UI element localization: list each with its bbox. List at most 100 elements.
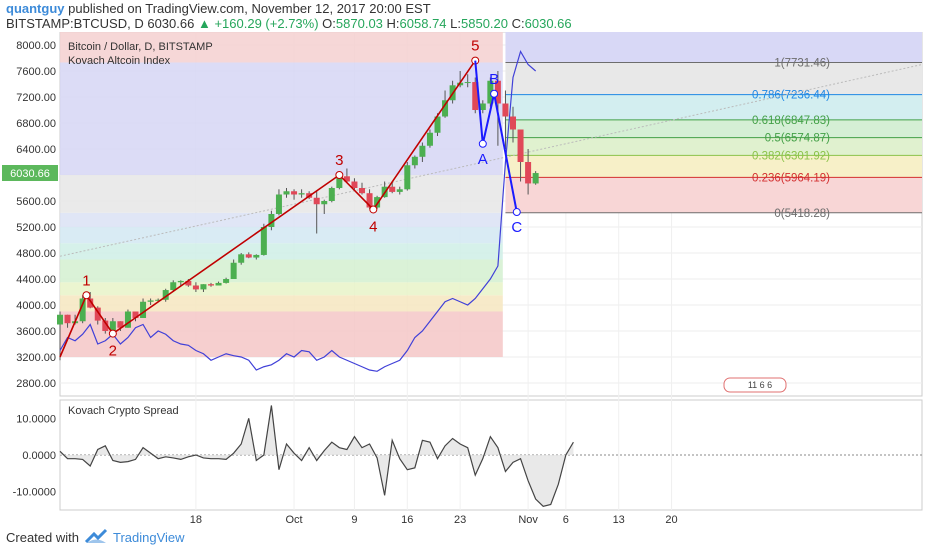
last-price: 6030.66 bbox=[147, 16, 195, 31]
candle bbox=[64, 314, 71, 324]
candle bbox=[132, 311, 139, 318]
fib-retracement-zone bbox=[505, 94, 922, 120]
y-tick-label: 4000.00 bbox=[16, 300, 56, 312]
fib-retracement-zone bbox=[505, 62, 922, 95]
chart-header: quantguy published on TradingView.com, N… bbox=[0, 0, 932, 32]
y-tick-label: 3200.00 bbox=[16, 352, 56, 364]
candle bbox=[140, 301, 147, 318]
fib-level-label: 0.382(6301.92) bbox=[752, 150, 830, 162]
x-tick-label: Oct bbox=[285, 514, 302, 526]
tradingview-link[interactable]: TradingView bbox=[113, 530, 185, 545]
candle bbox=[87, 298, 94, 308]
spread-label: Kovach Crypto Spread bbox=[68, 405, 179, 417]
symbol-label: BITSTAMP:BTCUSD, D bbox=[6, 16, 144, 31]
x-tick-label: 23 bbox=[454, 514, 466, 526]
fib-zone bbox=[60, 295, 503, 312]
wave-label: B bbox=[489, 71, 499, 88]
candle bbox=[434, 116, 441, 133]
low-label: L: bbox=[450, 16, 461, 31]
y-tick-label: 8000.00 bbox=[16, 40, 56, 52]
fib-zone bbox=[60, 243, 503, 260]
wave-label: 4 bbox=[369, 218, 377, 235]
candle bbox=[359, 188, 365, 194]
candle bbox=[396, 189, 403, 192]
candle bbox=[162, 290, 169, 300]
spread-y-tick-label: 0.0000 bbox=[22, 450, 56, 462]
y-tick-label: 5600.00 bbox=[16, 196, 56, 208]
candle bbox=[268, 214, 275, 227]
indicator-label: Kovach Altcoin Index bbox=[68, 55, 171, 67]
candle bbox=[208, 284, 214, 286]
author-link[interactable]: quantguy bbox=[6, 1, 65, 16]
candle bbox=[223, 279, 230, 283]
candle bbox=[426, 132, 433, 146]
tradingview-logo-icon bbox=[84, 528, 108, 549]
y-tick-label: 4800.00 bbox=[16, 248, 56, 260]
spread-y-tick-label: 10.0000 bbox=[16, 413, 56, 425]
wave-point bbox=[108, 329, 117, 338]
fib-retracement-zone bbox=[505, 155, 922, 178]
y-tick-label: 2800.00 bbox=[16, 378, 56, 390]
candle bbox=[215, 282, 222, 286]
fib-zone bbox=[60, 259, 503, 283]
x-tick-label: 9 bbox=[351, 514, 357, 526]
candle bbox=[510, 116, 516, 130]
candle bbox=[253, 254, 260, 258]
fib-retracement-zone bbox=[505, 177, 922, 213]
price-marker bbox=[2, 165, 58, 182]
spread-line bbox=[59, 405, 574, 507]
candle bbox=[117, 321, 124, 328]
x-tick-label: 6 bbox=[563, 514, 569, 526]
abc-correction-path bbox=[474, 60, 518, 213]
candle bbox=[419, 145, 426, 157]
candle bbox=[200, 284, 207, 290]
open-value: 5870.03 bbox=[335, 16, 383, 31]
candle bbox=[102, 320, 109, 331]
candle bbox=[404, 165, 411, 190]
wave-label: A bbox=[478, 151, 488, 168]
change-up-icon: ▲ bbox=[197, 16, 211, 31]
y-tick-label: 3600.00 bbox=[16, 326, 56, 338]
candle bbox=[517, 129, 524, 162]
candle bbox=[155, 299, 162, 301]
altcoin-index-line bbox=[59, 49, 537, 372]
candle bbox=[343, 176, 350, 182]
high-value: 6058.74 bbox=[399, 16, 447, 31]
candle bbox=[94, 307, 101, 321]
fib-level-label: 0.236(5964.19) bbox=[752, 172, 830, 184]
candle bbox=[389, 186, 396, 192]
candle bbox=[124, 311, 131, 328]
x-tick-label: 20 bbox=[665, 514, 677, 526]
candle bbox=[298, 193, 305, 195]
price-chart[interactable]: 0(5418.28) 0.236(5964.19) 0.382(6301.92) 0.… bbox=[0, 32, 932, 526]
close-value: 6030.66 bbox=[524, 16, 572, 31]
candle bbox=[472, 82, 479, 110]
fib-zone bbox=[60, 62, 503, 175]
y-tick-label: 6800.00 bbox=[16, 118, 56, 130]
fib-level-label: 0.618(6847.83) bbox=[752, 115, 830, 127]
wave-point bbox=[335, 171, 344, 179]
candle bbox=[260, 227, 267, 255]
candle bbox=[185, 280, 192, 286]
event-badge bbox=[723, 377, 787, 393]
spread-y-tick-label: -10.0000 bbox=[13, 487, 56, 499]
publish-line: quantguy published on TradingView.com, N… bbox=[6, 1, 431, 16]
y-tick-label: 4400.00 bbox=[16, 274, 56, 286]
candle bbox=[313, 197, 320, 205]
event-badge-label: 11 6 6 bbox=[748, 380, 772, 390]
footer: Created with TradingView bbox=[0, 526, 932, 550]
low-value: 5850.20 bbox=[461, 16, 508, 31]
y-tick-label: 6400.00 bbox=[16, 144, 56, 156]
fib-level-label: 1(7731.46) bbox=[774, 57, 830, 69]
elliott-wave-path bbox=[59, 60, 476, 358]
y-tick-label: 5200.00 bbox=[16, 222, 56, 234]
trend-line bbox=[59, 64, 923, 257]
fib-retracement-zone bbox=[505, 119, 922, 138]
candle bbox=[411, 156, 418, 166]
candle bbox=[147, 300, 154, 302]
published-text: published on TradingView.com, November 1… bbox=[68, 1, 431, 16]
fib-zone bbox=[60, 227, 503, 244]
x-tick-label: Nov bbox=[518, 514, 538, 526]
fib-retracement-zone bbox=[505, 32, 922, 63]
fib-zone bbox=[60, 282, 503, 296]
